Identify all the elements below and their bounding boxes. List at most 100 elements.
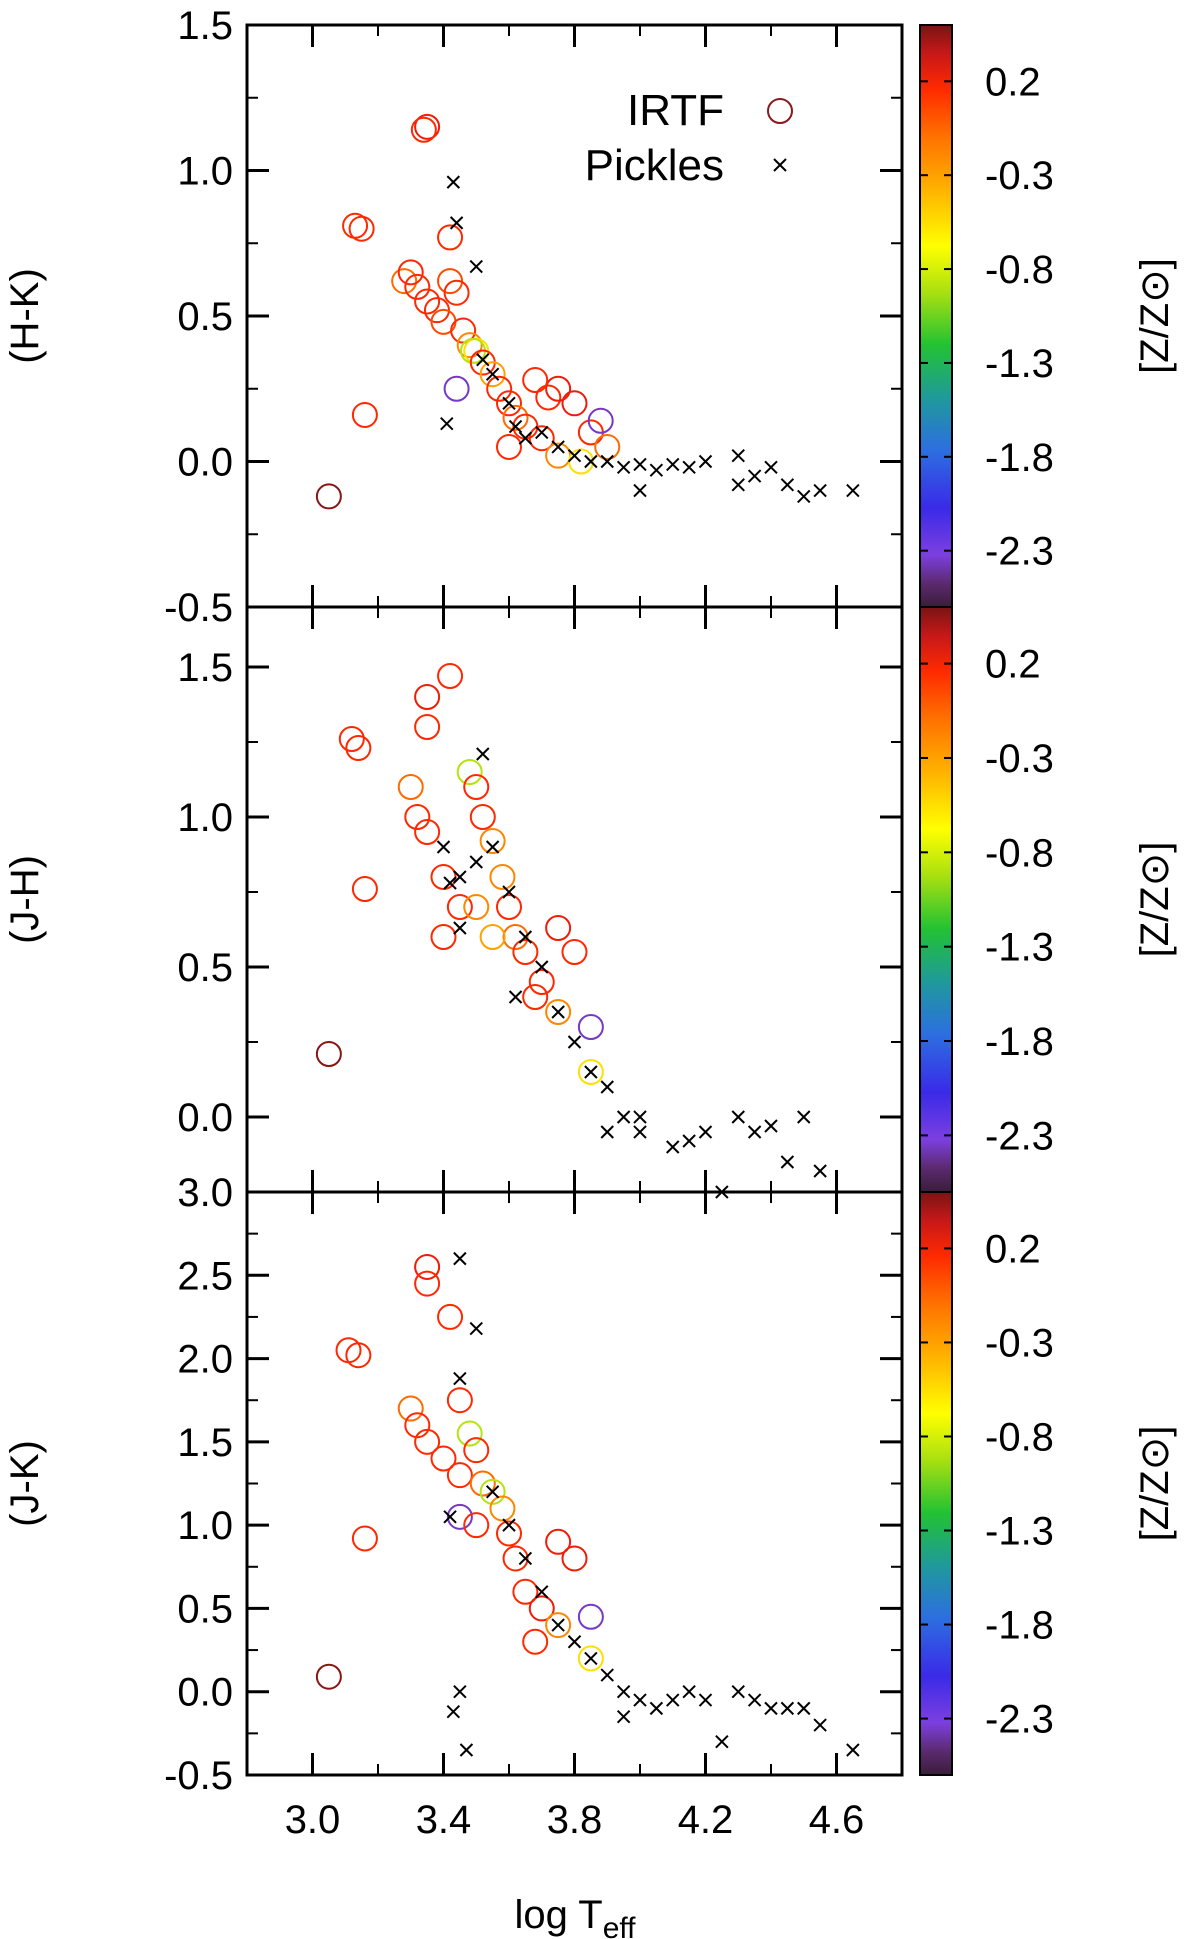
y-tick-label: -0.5	[164, 1754, 233, 1798]
x-axis-title-subscript: eff	[603, 1912, 636, 1939]
pickles-point	[440, 416, 454, 431]
irtf-point	[463, 774, 490, 800]
pickles-point	[485, 367, 500, 381]
irtf-point	[351, 876, 378, 902]
colorbar-tick-label: -1.3	[985, 342, 1054, 386]
irtf-point	[397, 774, 424, 800]
colorbar-tick-label: 0.2	[985, 1227, 1041, 1271]
y-tick-label: 0.5	[177, 1587, 233, 1631]
y-tick-label: 2.0	[177, 1338, 233, 1382]
irtf-point	[522, 367, 549, 394]
pickles-point	[485, 1485, 500, 1499]
pickles-point	[682, 460, 696, 475]
pickles-point	[551, 1618, 565, 1632]
irtf-point	[414, 684, 441, 710]
colorbar-tick-label: -0.8	[985, 1415, 1054, 1459]
irtf-point	[512, 939, 539, 965]
irtf-point	[342, 212, 369, 239]
pickles-point	[600, 1080, 614, 1094]
colorbar-tick-label: 0.2	[985, 60, 1041, 104]
colorbar-label: [Z/Z⊙]	[1133, 842, 1177, 958]
pickles-point	[731, 478, 745, 492]
irtf-point	[456, 1420, 483, 1447]
irtf-point	[446, 1462, 473, 1489]
irtf-point	[561, 1545, 588, 1572]
pickles-point	[797, 489, 811, 504]
pickles-point	[747, 1125, 762, 1139]
irtf-point	[561, 939, 588, 965]
panel-top: 1.5 1.0 0.5 0.0 -0.5 (H-K) IRTF Pickles 0.2 -0.3 -…	[3, 4, 1177, 630]
pickles-point	[567, 448, 582, 463]
irtf-point	[528, 969, 555, 995]
pickles-point	[502, 885, 516, 899]
pickles-point	[666, 1693, 680, 1707]
x-tick-label: 3.4	[416, 1798, 472, 1842]
irtf-point	[545, 1528, 572, 1555]
pickles-point	[567, 1635, 582, 1649]
irtf-point	[479, 924, 506, 950]
pickles-point	[469, 259, 483, 274]
irtf-point	[496, 1520, 522, 1547]
pickles-point	[813, 483, 827, 498]
pickles-point	[682, 1134, 696, 1148]
irtf-point	[446, 894, 473, 920]
pickles-point	[813, 1164, 827, 1178]
pickles-point	[846, 1743, 860, 1757]
irtf-point	[545, 915, 572, 941]
irtf-point	[345, 1342, 372, 1369]
colorbar-tick-label: -2.3	[985, 530, 1054, 574]
irtf-point	[489, 1495, 516, 1522]
irtf-point	[430, 924, 457, 950]
irtf-point	[528, 1595, 555, 1622]
irtf-point	[410, 116, 437, 143]
pickles-point	[682, 1685, 696, 1699]
irtf-point	[469, 804, 496, 830]
irtf-point	[577, 1603, 604, 1630]
irtf-point	[535, 384, 562, 411]
plot-frame	[245, 23, 904, 609]
pickles-point	[502, 396, 516, 411]
pickles-point	[518, 431, 533, 445]
pickles-point	[764, 1119, 778, 1133]
pickles-point	[764, 1701, 778, 1716]
pickles-point	[459, 1743, 474, 1757]
pickles-point	[616, 460, 631, 475]
pickles-point	[584, 454, 598, 469]
pickles-point	[846, 483, 860, 498]
y-axis-title: (J-H)	[3, 855, 47, 944]
irtf-point	[528, 425, 555, 452]
irtf-point	[496, 894, 522, 920]
y-tick-label: -0.5	[164, 586, 233, 630]
pickles-point	[747, 469, 762, 483]
irtf-point	[463, 1437, 490, 1464]
pickles-point	[476, 747, 490, 761]
y-tick-label: 0.0	[177, 1096, 233, 1140]
legend-marker-pickles	[773, 158, 787, 172]
x-axis-title: log Teff	[514, 1893, 636, 1939]
pickles-point	[502, 1518, 516, 1532]
irtf-point	[502, 404, 529, 431]
irtf-point	[479, 828, 506, 854]
pickles-point	[584, 1065, 598, 1079]
colorbar-tick-label: -1.3	[985, 926, 1054, 970]
irtf-point	[496, 390, 522, 417]
irtf-point	[479, 1478, 506, 1505]
irtf-point	[338, 726, 365, 752]
y-tick-label: 0.0	[177, 441, 233, 485]
panel-bottom: 3.0 2.5 2.0 1.5 1.0 0.5 0.0 -0.5 3.0 3.4 3.8 4.2 4.6…	[3, 1171, 1177, 1939]
colorbar-tick-label: -1.3	[985, 1510, 1054, 1554]
colorbar-label: [Z/Z⊙]	[1133, 258, 1177, 374]
irtf-point	[502, 1545, 529, 1572]
irtf-point	[463, 894, 490, 920]
irtf-point	[443, 279, 470, 306]
colorbar-tick-label: -1.8	[985, 1604, 1054, 1648]
colorbar-tick-label: -0.3	[985, 1321, 1054, 1365]
irtf-point	[463, 1512, 490, 1539]
irtf-point	[414, 288, 441, 315]
pickles-point	[731, 448, 745, 463]
irtf-point	[437, 663, 464, 689]
irtf-point	[502, 924, 529, 950]
irtf-point	[456, 759, 483, 785]
irtf-point	[512, 413, 539, 440]
